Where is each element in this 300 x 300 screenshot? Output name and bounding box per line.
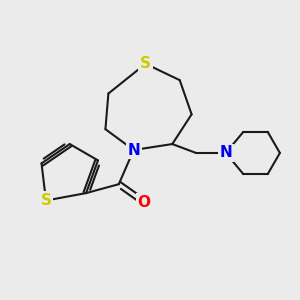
Text: S: S <box>140 56 151 71</box>
Text: S: S <box>40 193 52 208</box>
Text: O: O <box>138 194 151 209</box>
Text: N: N <box>127 142 140 158</box>
Text: N: N <box>219 146 232 160</box>
